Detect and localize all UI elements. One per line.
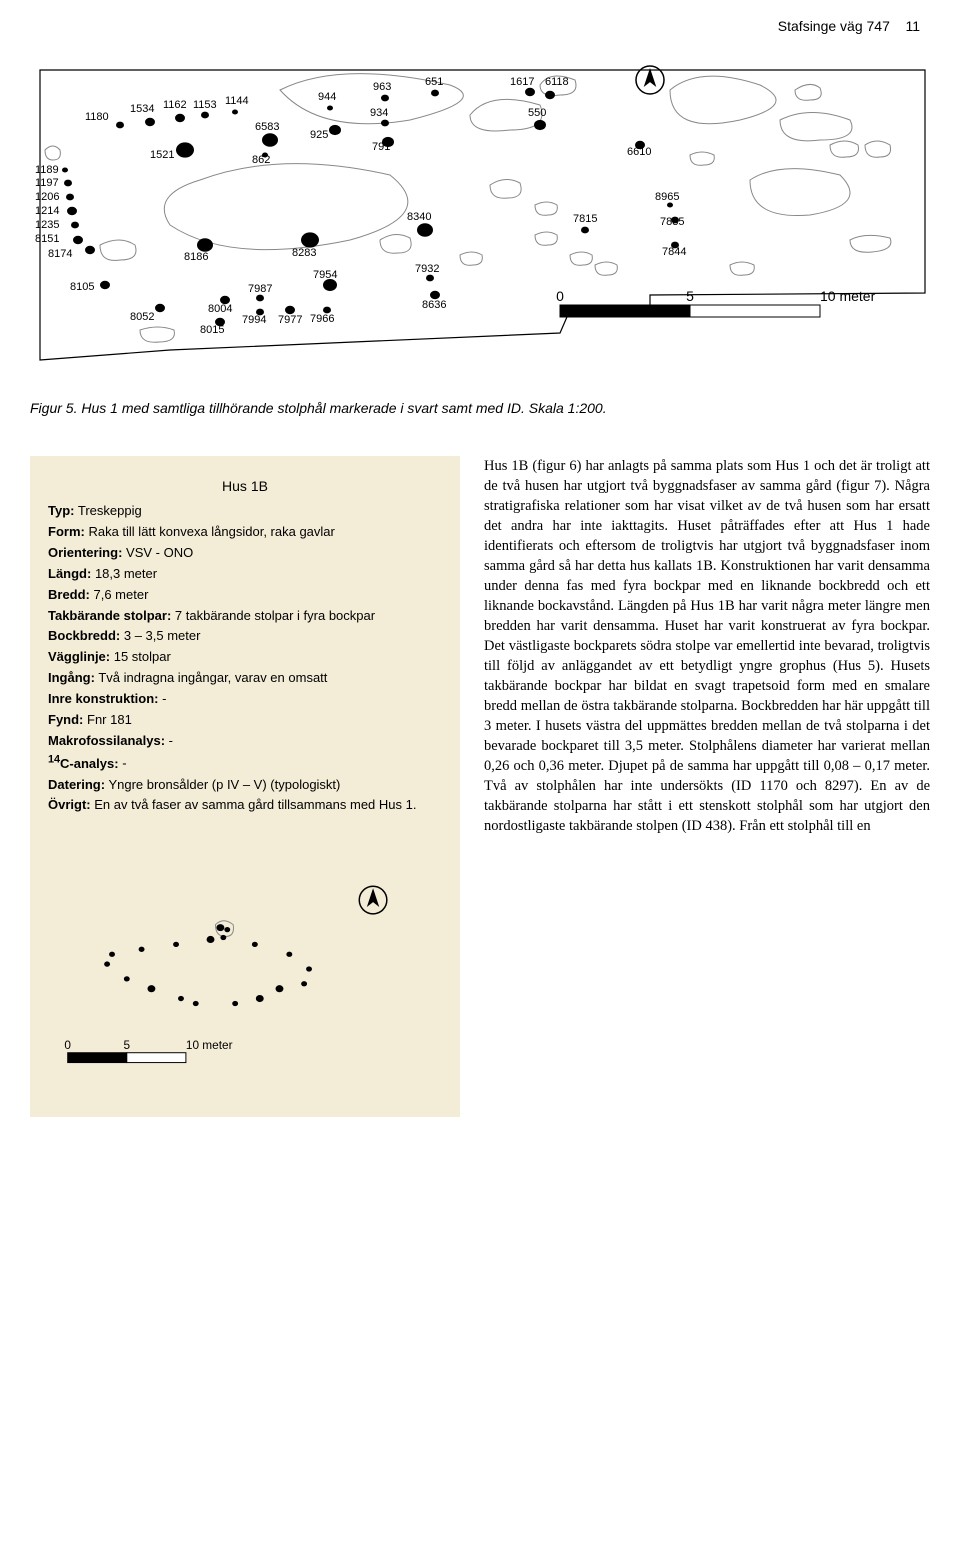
svg-text:963: 963 [373,81,391,93]
hus-1b-mini-map-wrap: 0 5 10 meter [48,839,442,1099]
property-row: Makrofossilanalys: - [48,732,442,751]
svg-text:1521: 1521 [150,149,174,161]
svg-text:5: 5 [686,288,694,304]
page-header: Stafsinge väg 747 11 [0,0,960,40]
property-row: Bredd: 7,6 meter [48,586,442,605]
svg-text:1180: 1180 [85,111,109,123]
svg-text:934: 934 [370,107,388,119]
property-row: Form: Raka till lätt konvexa långsidor, … [48,523,442,542]
svg-text:7987: 7987 [248,283,272,295]
svg-text:0: 0 [64,1038,71,1052]
page-number: 11 [905,18,920,34]
svg-text:6610: 6610 [627,146,651,158]
svg-text:651: 651 [425,76,443,88]
svg-text:6118: 6118 [545,76,569,88]
property-row: Takbärande stolpar: 7 takbärande stolpar… [48,607,442,626]
property-row: Typ: Treskeppig [48,502,442,521]
svg-text:8283: 8283 [292,247,316,259]
svg-text:791: 791 [372,141,390,153]
svg-text:7932: 7932 [415,263,439,275]
svg-text:925: 925 [310,129,328,141]
property-row: Inre konstruktion: - [48,690,442,709]
svg-text:1189: 1189 [35,164,59,176]
property-row: Bockbredd: 3 – 3,5 meter [48,627,442,646]
hus-1b-title: Hus 1B [48,476,442,496]
svg-text:7835: 7835 [660,216,684,228]
hus-1b-info-box: Hus 1B Typ: Treskeppig Form: Raka till lä… [30,456,460,1117]
property-row: Orientering: VSV - ONO [48,544,442,563]
property-row: 14C-analys: - [48,752,442,773]
svg-text:7844: 7844 [662,246,686,258]
svg-text:7815: 7815 [573,213,597,225]
svg-text:862: 862 [252,154,270,166]
svg-text:550: 550 [528,107,546,119]
svg-text:1162: 1162 [163,99,187,111]
svg-text:1197: 1197 [35,177,59,189]
svg-text:8965: 8965 [655,191,679,203]
hus-1b-mini-map: 0 5 10 meter [48,839,442,1099]
svg-text:8004: 8004 [208,303,232,315]
svg-text:7954: 7954 [313,269,337,281]
svg-text:10 meter: 10 meter [820,288,876,304]
two-column-layout: Hus 1B Typ: Treskeppig Form: Raka till lä… [30,456,930,1117]
property-row: Fynd: Fnr 181 [48,711,442,730]
svg-text:1617: 1617 [510,76,534,88]
svg-text:8186: 8186 [184,251,208,263]
svg-text:7977: 7977 [278,314,302,326]
svg-text:8151: 8151 [35,233,59,245]
svg-text:8015: 8015 [200,324,224,336]
property-row: Vägglinje: 15 stolpar [48,648,442,667]
svg-text:6583: 6583 [255,121,279,133]
svg-text:1235: 1235 [35,219,59,231]
body-text: Hus 1B (figur 6) har anlagts på samma pl… [484,456,930,836]
svg-text:7966: 7966 [310,313,334,325]
svg-text:8174: 8174 [48,248,72,260]
svg-text:5: 5 [124,1038,131,1052]
figure-5-caption: Figur 5. Hus 1 med samtliga tillhörande … [30,400,930,416]
svg-text:8636: 8636 [422,299,446,311]
svg-text:8105: 8105 [70,281,94,293]
figure-5: 1180 1534 1162 1153 1144 1521 6583 862 944 925 963… [30,50,930,380]
hus-1b-properties: Typ: Treskeppig Form: Raka till lätt konv… [48,502,442,815]
svg-text:1206: 1206 [35,191,59,203]
property-row: Längd: 18,3 meter [48,565,442,584]
property-row: Datering: Yngre bronsålder (p IV – V) (t… [48,776,442,795]
svg-text:1153: 1153 [193,99,217,111]
property-row: Ingång: Två indragna ingångar, varav en … [48,669,442,688]
figure-5-svg: 1180 1534 1162 1153 1144 1521 6583 862 944 925 963… [30,50,930,380]
svg-text:1214: 1214 [35,205,59,217]
property-row: Övrigt: En av två faser av samma gård ti… [48,796,442,815]
body-text-column: Hus 1B (figur 6) har anlagts på samma pl… [484,456,930,1117]
svg-text:0: 0 [556,288,564,304]
header-title: Stafsinge väg 747 [778,18,890,34]
svg-text:8340: 8340 [407,211,431,223]
svg-text:8052: 8052 [130,311,154,323]
svg-text:944: 944 [318,91,336,103]
svg-text:7994: 7994 [242,314,266,326]
svg-text:1534: 1534 [130,103,154,115]
svg-text:1144: 1144 [225,95,249,107]
svg-text:10 meter: 10 meter [186,1038,233,1052]
